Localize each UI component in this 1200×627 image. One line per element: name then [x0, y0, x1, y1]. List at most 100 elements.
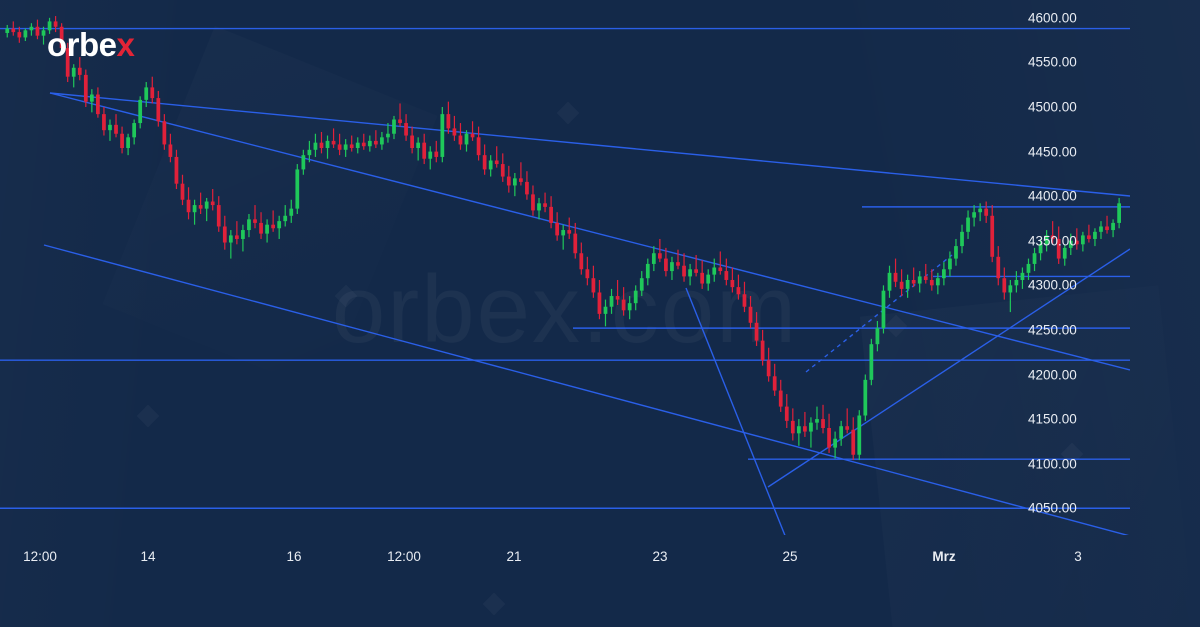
candle-body — [911, 279, 916, 284]
time-axis[interactable]: 12:00 14 16 12:00 21 23 25 Mrz 3 — [0, 535, 1130, 585]
candle-body — [337, 144, 342, 150]
candle-body — [905, 279, 910, 289]
candle-body — [531, 194, 535, 211]
candle-body — [476, 137, 481, 156]
trendline-upper-descending-fan-2 — [49, 92, 1130, 371]
price-tick-label: 4100.00 — [1028, 456, 1077, 472]
candle-body — [718, 267, 723, 272]
candle-body — [766, 360, 771, 377]
candle-body — [833, 438, 837, 448]
candle-body — [53, 21, 58, 27]
time-tick-label: 23 — [652, 549, 668, 564]
candle-body — [77, 67, 82, 75]
candle-body — [325, 140, 330, 149]
candle-body — [579, 253, 584, 270]
candle-body — [17, 32, 22, 38]
candle-body — [796, 426, 801, 434]
candle-body — [706, 274, 711, 284]
candle-body — [295, 169, 300, 209]
candle-body — [271, 224, 276, 229]
candle-body — [1056, 238, 1061, 259]
candle-body — [373, 140, 378, 145]
candle-body — [216, 205, 221, 227]
price-tick-label: 4550.00 — [1028, 54, 1077, 70]
candle-body — [978, 208, 983, 213]
candle-body — [144, 87, 149, 100]
candle-body — [59, 26, 64, 49]
candle-body — [392, 119, 396, 134]
price-tick-label: 4250.00 — [1028, 322, 1077, 338]
candle-body — [11, 28, 16, 33]
time-tick-label: 21 — [506, 549, 522, 564]
candle-body — [990, 215, 995, 257]
candle-body — [863, 379, 868, 416]
candle-body — [585, 269, 590, 279]
candle-body — [1044, 235, 1049, 245]
trendline-upper-descending-fan-1 — [49, 92, 1130, 197]
candle-body — [162, 121, 167, 145]
candle-body — [283, 215, 288, 222]
candle-body — [694, 269, 699, 273]
candle-body — [247, 219, 251, 231]
candle-body — [772, 376, 777, 391]
candle-body — [398, 119, 402, 124]
candle-body — [839, 426, 844, 439]
candle-body — [404, 123, 408, 136]
candle-body — [639, 278, 644, 291]
time-tick-label: 25 — [782, 549, 798, 564]
candle-body — [525, 181, 529, 195]
candle-body — [736, 287, 741, 295]
candle-body — [355, 142, 360, 149]
price-tick-label: 4500.00 — [1028, 99, 1077, 115]
candle-body — [712, 267, 717, 275]
candle-body — [984, 208, 989, 216]
candle-body — [488, 160, 493, 170]
candle-body — [1002, 278, 1007, 293]
candle-body — [621, 299, 626, 311]
candle-body — [168, 144, 173, 157]
time-tick-label: 3 — [1074, 549, 1082, 564]
candle-body — [41, 30, 46, 36]
price-axis[interactable]: 4600.00 4550.00 4500.00 4450.00 4400.00 4350.… — [1028, 0, 1200, 535]
candle-body — [597, 292, 602, 314]
candle-body — [923, 276, 928, 280]
candle-body — [700, 272, 705, 284]
trendline-lower-channel-support — [43, 244, 1129, 535]
candle-body — [760, 340, 765, 361]
candle-body — [821, 419, 825, 428]
candle-body — [222, 226, 227, 243]
candle-body — [1111, 222, 1115, 231]
candle-body — [289, 208, 294, 216]
candle-body — [1062, 247, 1067, 259]
decorative-diamond — [483, 593, 506, 616]
candle-body — [186, 199, 191, 213]
candle-body — [591, 278, 596, 293]
candle-body — [942, 269, 946, 279]
candle-body — [875, 328, 880, 345]
horizontal-level-lines — [0, 27, 1130, 509]
candle-body — [277, 221, 282, 229]
candle-body — [893, 272, 898, 282]
candle-body — [784, 406, 789, 421]
candle-body — [410, 135, 414, 149]
candle-body — [555, 222, 560, 236]
candle-body — [174, 156, 179, 184]
candle-body — [615, 296, 620, 300]
candle-body — [361, 142, 366, 147]
candle-body — [778, 390, 783, 407]
candle-body — [470, 133, 475, 138]
candle-body — [1074, 240, 1079, 245]
logo-text-accent: x — [116, 26, 135, 63]
candle-body — [881, 290, 886, 329]
candle-body — [464, 133, 469, 145]
candle-body — [180, 183, 185, 200]
candle-body — [996, 256, 1001, 279]
candle-body — [500, 164, 505, 177]
candle-body — [827, 428, 831, 448]
candle-body — [688, 269, 692, 277]
candlestick-plot[interactable] — [0, 0, 1130, 535]
candle-body — [537, 203, 541, 211]
candle-body — [506, 176, 511, 186]
candle-body — [23, 30, 28, 38]
candle-body — [742, 294, 747, 307]
